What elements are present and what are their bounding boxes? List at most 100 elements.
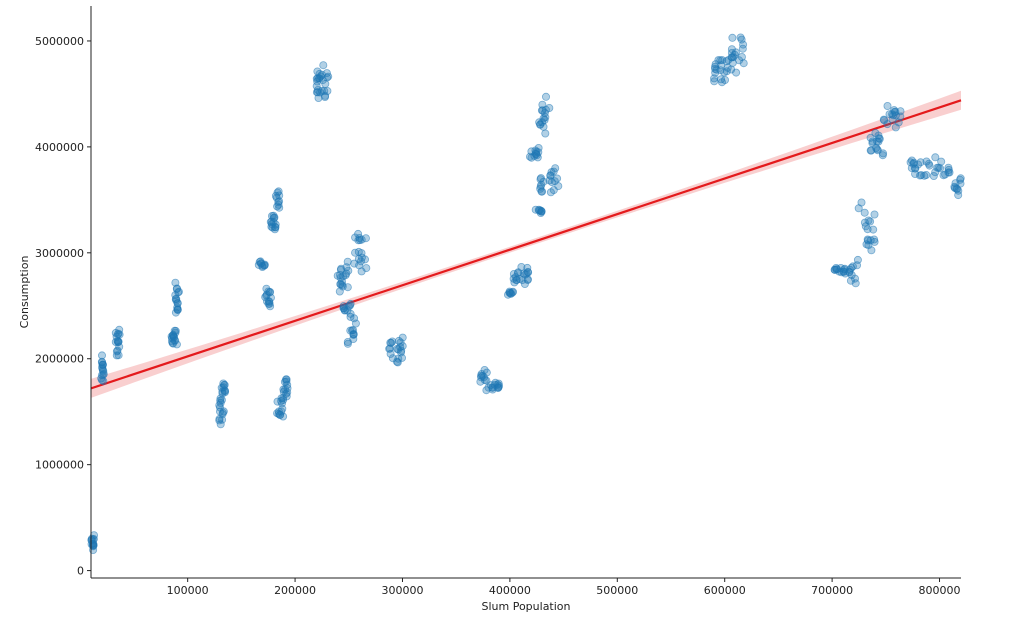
- data-point: [115, 325, 124, 334]
- x-tick-label: 400000: [489, 584, 531, 597]
- data-point: [215, 403, 224, 412]
- data-point: [863, 235, 872, 244]
- data-point: [867, 146, 876, 155]
- y-tick-label: 1000000: [35, 459, 84, 472]
- data-point: [319, 61, 328, 70]
- data-point: [545, 104, 554, 113]
- data-point: [346, 299, 355, 308]
- points-layer: [87, 33, 965, 555]
- data-point: [313, 67, 322, 76]
- regression-line: [90, 99, 962, 390]
- data-point: [517, 262, 526, 271]
- x-tick-label: 800000: [919, 584, 961, 597]
- data-point: [853, 255, 862, 264]
- data-point: [172, 284, 181, 293]
- x-tick-label: 200000: [274, 584, 316, 597]
- data-point: [860, 208, 869, 217]
- data-point: [721, 76, 730, 85]
- data-point: [171, 278, 180, 287]
- data-point: [313, 88, 322, 97]
- data-point: [848, 262, 857, 271]
- data-point: [505, 287, 514, 296]
- data-point: [711, 64, 720, 73]
- data-point: [362, 264, 371, 273]
- data-point: [896, 107, 905, 116]
- data-point: [523, 267, 532, 276]
- y-tick-label: 0: [77, 565, 84, 578]
- data-point: [931, 153, 940, 162]
- data-point: [274, 407, 283, 416]
- data-point: [871, 128, 880, 137]
- data-point: [864, 241, 873, 250]
- data-point: [388, 354, 397, 363]
- data-point: [322, 69, 331, 78]
- data-point: [869, 225, 878, 234]
- data-point: [924, 159, 933, 168]
- data-point: [355, 261, 364, 270]
- data-point: [878, 151, 887, 160]
- data-point: [477, 369, 486, 378]
- data-point: [527, 147, 536, 156]
- data-point: [90, 531, 99, 540]
- data-point: [534, 143, 543, 152]
- data-point: [536, 184, 545, 193]
- data-point: [857, 198, 866, 207]
- data-point: [386, 338, 395, 347]
- data-point: [538, 100, 547, 109]
- data-point: [870, 235, 879, 244]
- data-point: [956, 175, 965, 184]
- axes-layer: [90, 6, 961, 579]
- data-point: [537, 174, 546, 183]
- data-point: [944, 163, 953, 172]
- x-tick-label: 600000: [704, 584, 746, 597]
- data-point: [541, 129, 550, 138]
- data-point: [870, 210, 879, 219]
- data-point: [361, 234, 370, 243]
- x-tick-label: 500000: [596, 584, 638, 597]
- data-point: [866, 133, 875, 142]
- data-point: [909, 159, 918, 168]
- data-point: [396, 338, 405, 347]
- data-point: [846, 276, 855, 285]
- y-tick-label: 2000000: [35, 353, 84, 366]
- data-point: [883, 102, 892, 111]
- data-point: [313, 74, 322, 83]
- data-point: [269, 213, 278, 222]
- data-point: [509, 269, 518, 278]
- data-point: [879, 115, 888, 124]
- data-point: [114, 351, 123, 360]
- y-tick-label: 4000000: [35, 141, 84, 154]
- data-point: [256, 257, 265, 266]
- data-point: [836, 263, 845, 272]
- data-point: [523, 263, 532, 272]
- data-point: [845, 268, 854, 277]
- y-tick-label: 3000000: [35, 247, 84, 260]
- data-point: [916, 171, 925, 180]
- data-point: [385, 344, 394, 353]
- y-tick-label: 5000000: [35, 35, 84, 48]
- data-point: [346, 326, 355, 335]
- data-point: [888, 110, 897, 119]
- data-point: [937, 157, 946, 166]
- data-point: [874, 131, 883, 140]
- data-point: [480, 365, 489, 374]
- data-point: [312, 82, 321, 91]
- data-point: [534, 205, 543, 214]
- data-point: [98, 358, 107, 367]
- regression-layer: [90, 90, 962, 398]
- data-point: [551, 164, 560, 173]
- data-point: [737, 35, 746, 44]
- data-point: [920, 171, 929, 180]
- data-point: [343, 257, 352, 266]
- data-point: [321, 79, 330, 88]
- data-point: [354, 229, 363, 238]
- data-point: [738, 44, 747, 53]
- data-point: [542, 92, 551, 101]
- data-point: [546, 171, 555, 180]
- data-point: [718, 56, 727, 65]
- y-axis-title: Consumption: [18, 256, 31, 329]
- data-point: [346, 312, 355, 321]
- data-point: [266, 287, 275, 296]
- data-point: [739, 59, 748, 68]
- data-point: [922, 157, 931, 166]
